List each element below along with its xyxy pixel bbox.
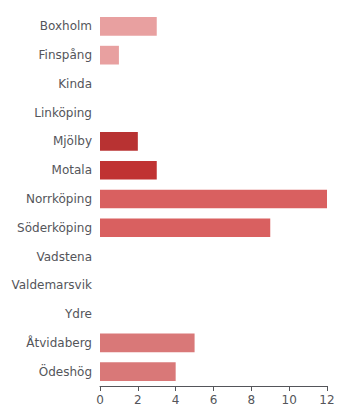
svg-text:0: 0 [96,393,104,407]
svg-text:Söderköping: Söderköping [17,221,92,235]
svg-text:12: 12 [319,393,334,407]
svg-text:Boxholm: Boxholm [40,19,92,33]
svg-text:Norrköping: Norrköping [26,192,92,206]
svg-text:Mjölby: Mjölby [53,134,92,148]
svg-text:8: 8 [248,393,256,407]
svg-text:Ödeshög: Ödeshög [39,363,92,379]
svg-text:4: 4 [172,393,180,407]
svg-text:Valdemarsvik: Valdemarsvik [11,278,92,292]
svg-text:Linköping: Linköping [34,106,92,120]
svg-text:Motala: Motala [52,163,92,177]
svg-text:Kinda: Kinda [58,77,92,91]
svg-text:6: 6 [210,393,218,407]
svg-text:10: 10 [282,393,297,407]
svg-text:Ydre: Ydre [64,307,92,321]
svg-text:Åtvidaberg: Åtvidaberg [26,335,92,350]
svg-text:Vadstena: Vadstena [36,250,92,264]
svg-text:2: 2 [134,393,142,407]
svg-text:Finspång: Finspång [39,48,92,62]
